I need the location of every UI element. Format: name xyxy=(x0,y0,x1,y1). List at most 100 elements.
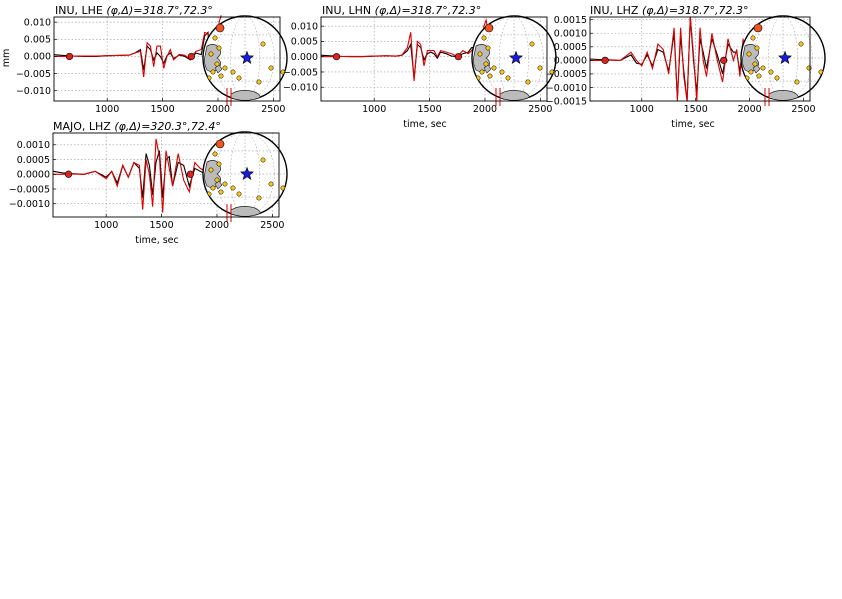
window-marker xyxy=(601,56,609,64)
station-dot xyxy=(222,65,228,71)
window-marker xyxy=(64,170,73,178)
x-tick-label: 1500 xyxy=(417,104,441,115)
y-tick-label: −0.0005 xyxy=(9,184,50,195)
window-marker xyxy=(454,53,462,61)
station-dot xyxy=(754,45,760,51)
station-globe-inset xyxy=(202,15,288,106)
station-dot xyxy=(537,65,543,71)
selected-station-dot xyxy=(215,23,225,33)
y-tick-label: 0.0005 xyxy=(554,42,587,53)
panel-inu-lhn: INU, LHN (φ,Δ)=318.7°,72.3° time, sec 10… xyxy=(283,4,557,130)
x-tick-label: 2000 xyxy=(205,220,229,231)
plot-area: 1000 1500 2000 2500 0.0015 0.0010 0.0005 0.0000… xyxy=(546,15,826,115)
selected-station-dot xyxy=(753,23,763,33)
station-dot xyxy=(491,65,497,71)
y-tick-label: −0.0015 xyxy=(546,96,587,107)
x-axis-label: time, sec xyxy=(671,119,715,130)
y-tick-label: 0.000 xyxy=(291,52,318,63)
series-layer xyxy=(52,138,218,213)
y-tick-label: −0.005 xyxy=(16,69,51,80)
landmass-antarctica xyxy=(230,206,261,216)
station-dot xyxy=(798,41,804,47)
station-dot xyxy=(256,195,262,201)
event-star xyxy=(240,50,254,64)
station-dot xyxy=(748,69,754,75)
y-tick-label: −0.0010 xyxy=(9,199,50,210)
y-tick-label: −0.010 xyxy=(283,83,318,94)
selected-station-dot xyxy=(215,139,225,149)
y-tick-label: 0.010 xyxy=(24,17,51,28)
station-dot xyxy=(260,157,266,163)
station-dot xyxy=(214,177,220,183)
station-dot xyxy=(505,75,511,81)
event-star xyxy=(778,50,792,64)
station-dot xyxy=(256,79,262,85)
event-star xyxy=(240,166,254,180)
x-tick-label: 2000 xyxy=(473,104,497,115)
panel-title: MAJO, LHZ (φ,Δ)=320.3°,72.4° xyxy=(53,120,221,133)
landmass-antarctica xyxy=(230,90,261,100)
x-tick-label: 2000 xyxy=(206,104,230,115)
station-dot xyxy=(260,41,266,47)
x-tick-label: 1000 xyxy=(95,104,119,115)
x-tick-label: 1000 xyxy=(94,220,118,231)
x-tick-label: 1500 xyxy=(684,104,708,115)
y-tick-label: 0.0010 xyxy=(17,140,50,151)
window-marker xyxy=(186,170,194,178)
selected-station-dot xyxy=(484,23,494,33)
window-marker xyxy=(187,52,195,61)
y-tick-label: 0.0015 xyxy=(554,15,587,26)
station-dot xyxy=(746,51,752,57)
station-dot xyxy=(230,185,236,191)
station-dot xyxy=(230,69,236,75)
station-dot xyxy=(752,61,758,67)
x-tick-label: 1500 xyxy=(149,220,173,231)
station-dot xyxy=(210,69,216,75)
station-globe-inset xyxy=(471,15,557,106)
axes-frame xyxy=(53,16,281,102)
station-dot xyxy=(774,75,780,81)
x-tick-label: 2500 xyxy=(791,104,815,115)
y-tick-label: 0.0000 xyxy=(17,170,50,181)
axes-frame xyxy=(589,16,811,102)
observed-trace xyxy=(53,31,219,72)
y-tick-label: 0.0005 xyxy=(17,155,50,166)
station-dot xyxy=(794,79,800,85)
x-tick-label: 2500 xyxy=(261,104,285,115)
y-tick-label: −0.0005 xyxy=(546,69,587,80)
plot-area: 1000 1500 2000 2500 0.010 0.005 0.000 −0.005 −0.… xyxy=(16,15,288,115)
station-dot xyxy=(268,181,274,187)
station-dot xyxy=(756,73,762,79)
synthetic-trace xyxy=(53,138,218,213)
x-axis-label: time, sec xyxy=(403,119,447,130)
station-dot xyxy=(218,189,224,195)
panel-majo-lhz: MAJO, LHZ (φ,Δ)=320.3°,72.4° time, sec 1… xyxy=(9,120,288,246)
globe-contents xyxy=(203,132,287,216)
y-axis-label: mm xyxy=(1,49,12,68)
x-tick-label: 1500 xyxy=(150,104,174,115)
station-dot xyxy=(750,35,756,41)
landmass-antarctica xyxy=(768,90,799,100)
y-tick-label: 0.000 xyxy=(24,52,51,63)
y-tick-label: 0.005 xyxy=(24,35,51,46)
station-dot xyxy=(212,151,218,157)
y-tick-label: 0.010 xyxy=(291,21,318,32)
station-dot xyxy=(212,35,218,41)
axes-frame xyxy=(320,16,548,102)
event-star xyxy=(509,50,523,64)
station-dot xyxy=(218,73,224,79)
globe-contents xyxy=(741,16,825,100)
globe-contents xyxy=(472,16,556,100)
station-dot xyxy=(208,167,214,173)
station-dot xyxy=(768,69,774,75)
series-layer xyxy=(53,15,222,79)
station-dot xyxy=(214,61,220,67)
station-dot xyxy=(208,51,214,57)
panel-inu-lhe: INU, LHE (φ,Δ)=318.7°,72.3° mm 1000 1500 2… xyxy=(1,4,288,115)
station-dot xyxy=(222,181,228,187)
window-marker xyxy=(65,52,74,61)
x-tick-label: 1000 xyxy=(630,104,654,115)
station-globe-inset xyxy=(740,15,826,106)
station-dot xyxy=(268,65,274,71)
